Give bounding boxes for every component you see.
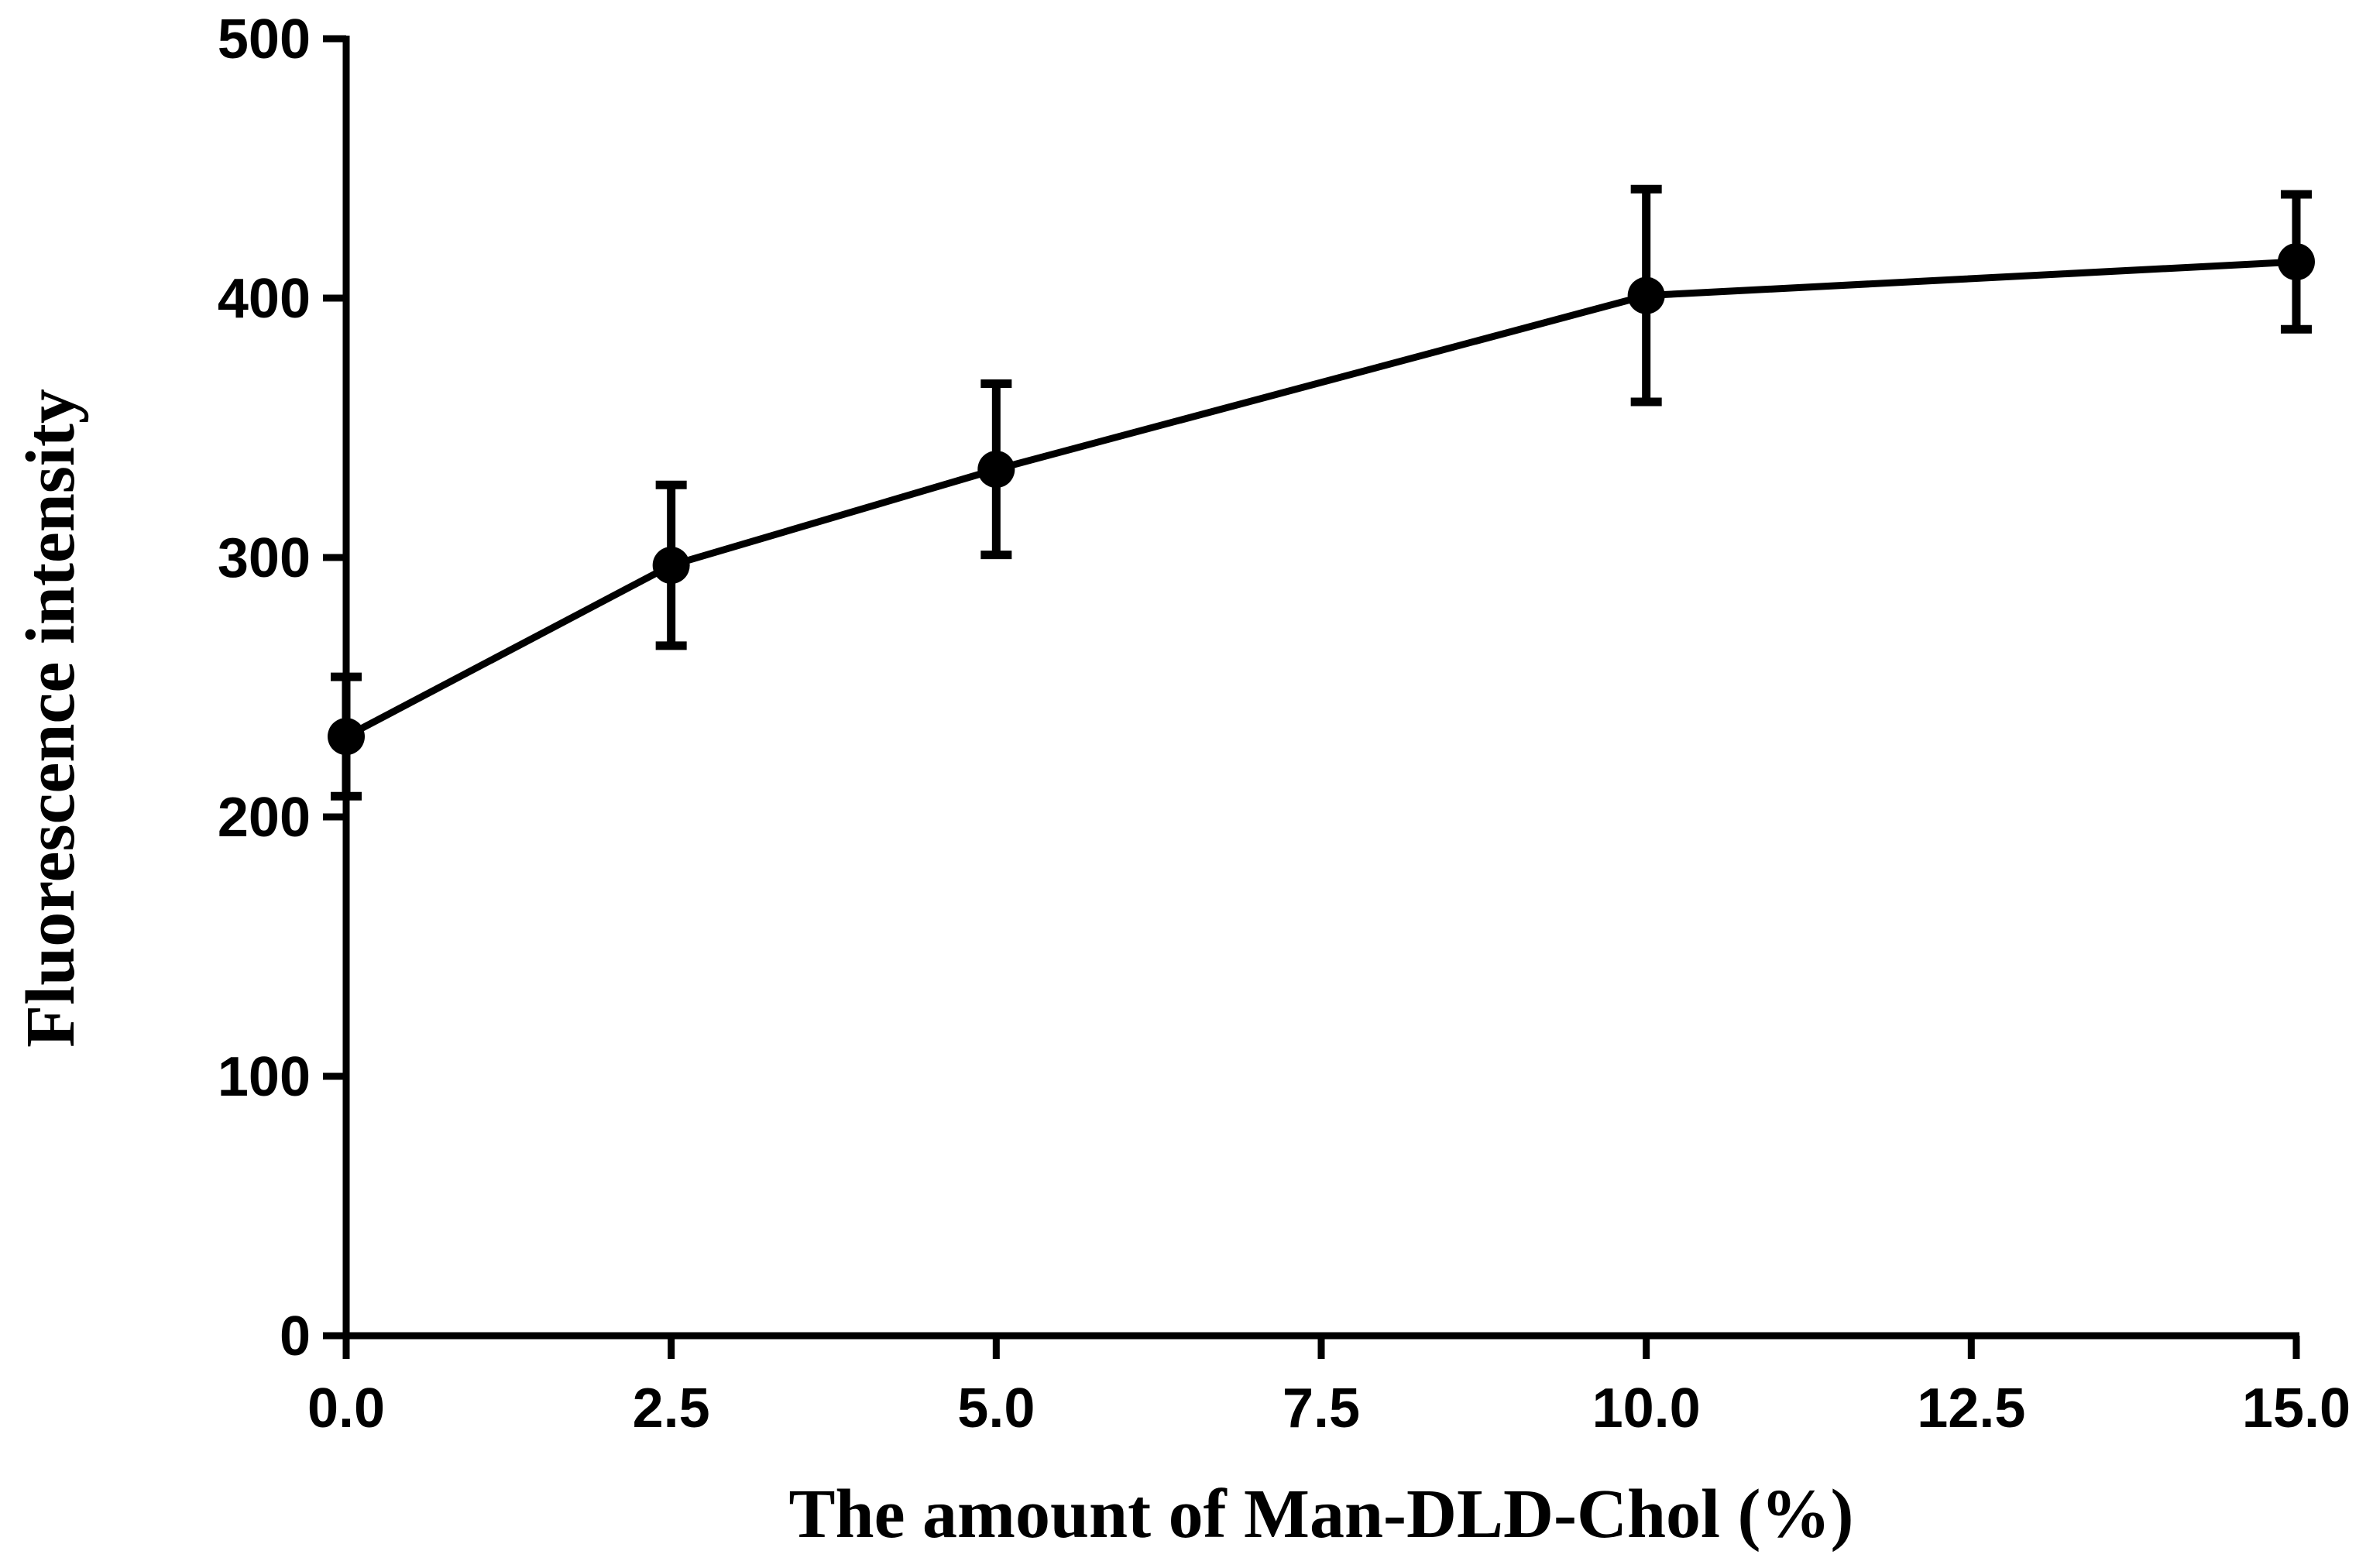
y-tick-label: 400 (218, 268, 311, 330)
data-point (977, 451, 1015, 489)
series-layer (328, 184, 2315, 801)
data-point (328, 718, 365, 756)
x-tick-label: 7.5 (1283, 1378, 1360, 1439)
y-tick-label: 0 (280, 1306, 311, 1367)
data-point (652, 547, 690, 585)
x-axis-title: The amount of Man-DLD-Chol (%) (788, 1476, 1853, 1553)
data-point (1627, 276, 1665, 314)
y-tick-label: 500 (218, 9, 311, 70)
x-tick-label: 15.0 (2242, 1378, 2351, 1439)
x-tick-label: 12.5 (1917, 1378, 2025, 1439)
y-tick-label: 100 (218, 1046, 311, 1108)
y-tick-label: 200 (218, 787, 311, 849)
series-line (344, 258, 2297, 740)
x-tick-label: 2.5 (633, 1378, 710, 1439)
x-ticks: 0.0 2.5 5.0 7.5 10.0 12.5 15.0 (307, 1336, 2351, 1439)
axes (342, 36, 2299, 1340)
data-point (2278, 243, 2315, 281)
x-tick-label: 10.0 (1592, 1378, 1701, 1439)
x-tick-label: 5.0 (957, 1378, 1035, 1439)
y-axis-title: Fluorescence intensity (12, 389, 89, 1048)
y-ticks: 0 100 200 300 400 500 (218, 9, 346, 1367)
y-tick-label: 300 (218, 527, 311, 589)
x-tick-label: 0.0 (307, 1378, 385, 1439)
